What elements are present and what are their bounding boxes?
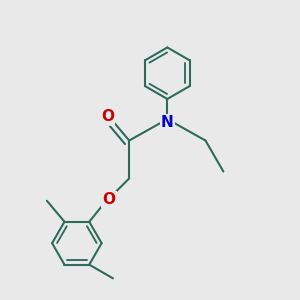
Text: O: O xyxy=(101,110,114,124)
Text: O: O xyxy=(102,192,115,207)
Text: N: N xyxy=(161,115,174,130)
